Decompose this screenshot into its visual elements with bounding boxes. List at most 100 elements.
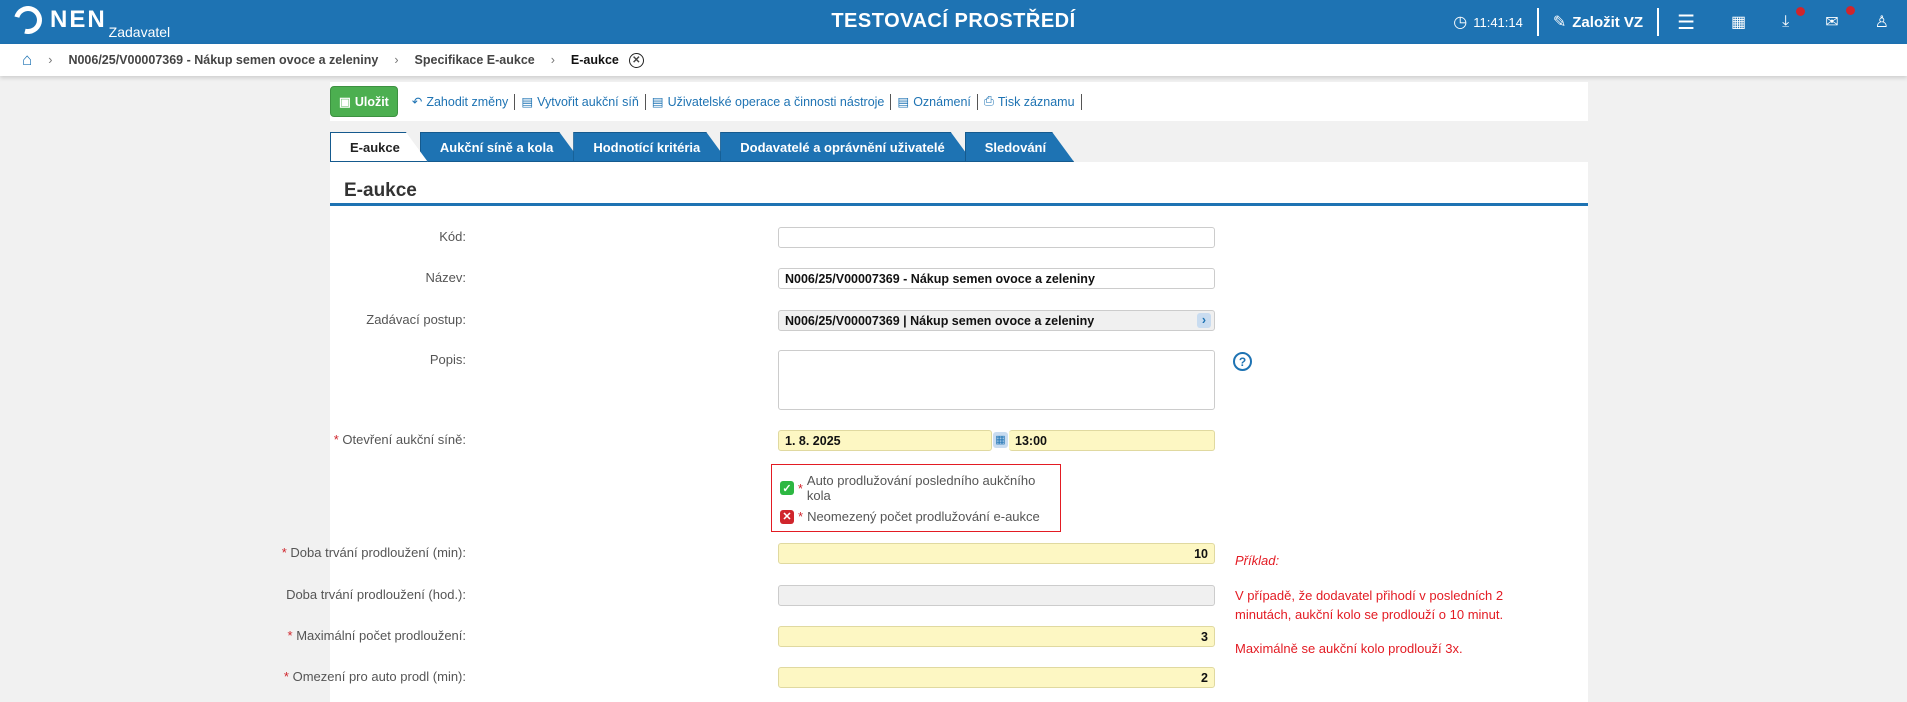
otevreni-label-text: Otevření aukční síně: <box>342 432 466 447</box>
notices-button[interactable]: ▤ Oznámení <box>891 93 978 110</box>
mail-button[interactable]: ✉ <box>1807 6 1856 32</box>
chevron-right-icon[interactable]: › <box>1197 313 1211 328</box>
discard-button[interactable]: ↶ Zahodit změny <box>406 93 516 110</box>
doba-hod-label: Doba trvání prodloužení (hod.): <box>286 587 466 602</box>
panel-title: E-aukce <box>330 162 1588 206</box>
home-icon[interactable]: ⌂ <box>22 50 33 69</box>
tab-dodavatele[interactable]: Dodavatelé a oprávnění uživatelé <box>720 132 972 162</box>
create-room-button[interactable]: ▤ Vytvořit aukční síň <box>515 93 646 110</box>
print-label: Tisk záznamu <box>997 94 1075 109</box>
nazev-label: Název: <box>425 270 466 285</box>
otevreni-time-input[interactable]: 13:00 <box>1009 430 1215 451</box>
breadcrumb: ⌂ › N006/25/V00007369 - Nákup semen ovoc… <box>0 44 1907 76</box>
example-line: Maximálně se aukční kolo prodlouží 3x. <box>1235 641 1463 656</box>
unlimited-extend-checkbox[interactable]: ✕ * Neomezený počet prodlužování e-aukce <box>780 509 1040 524</box>
omezeni-label: * Omezení pro auto prodl (min): <box>283 669 466 684</box>
notices-label: Oznámení <box>913 94 971 109</box>
postup-field[interactable]: N006/25/V00007369 | Nákup semen ovoce a … <box>778 310 1215 331</box>
example-line: V případě, že dodavatel přihodí v posled… <box>1235 588 1504 603</box>
user-ops-button[interactable]: ▤ Uživatelské operace a činnosti nástroje <box>646 93 892 110</box>
kod-label: Kód: <box>439 229 466 244</box>
edit-icon: ✎ <box>1552 14 1567 31</box>
doba-min-input[interactable]: 10 <box>778 543 1215 564</box>
chevron-right-icon: › <box>550 53 555 67</box>
mail-icon: ✉ <box>1825 14 1839 31</box>
unlimited-extend-label: Neomezený počet prodlužování e-aukce <box>807 509 1040 524</box>
tab-sledovani[interactable]: Sledování <box>965 132 1074 162</box>
print-button[interactable]: ⎙ Tisk záznamu <box>978 93 1082 110</box>
menu-button[interactable]: ☰ <box>1659 10 1713 35</box>
kod-input[interactable] <box>778 227 1215 248</box>
doba-hod-input <box>778 585 1215 606</box>
tab-e-aukce[interactable]: E-aukce <box>330 132 428 162</box>
max-label: * Maximální počet prodloužení: <box>287 628 466 643</box>
tab-bar: E-aukce Aukční síně a kola Hodnotící kri… <box>330 132 1066 162</box>
example-title: Příklad: <box>1235 553 1280 568</box>
tab-hodnotici-kriteria[interactable]: Hodnotící kritéria <box>573 132 728 162</box>
logo-text: NEN <box>50 6 107 33</box>
divider <box>1536 8 1539 36</box>
floppy-icon: ▣ <box>339 95 351 109</box>
auto-extend-label: Auto prodlužování posledního aukčního ko… <box>806 473 1036 503</box>
clipboard-icon: ▤ <box>897 95 910 109</box>
popis-textarea[interactable] <box>778 350 1215 410</box>
toolbar: ▣ Uložit ↶ Zahodit změny ▤ Vytvořit aukční … <box>330 82 1588 121</box>
highlight-box: ✓ * Auto prodlužování posledního aukčního … <box>771 464 1061 532</box>
otevreni-label: * Otevření aukční síně: <box>333 432 466 447</box>
user-ops-label: Uživatelské operace a činnosti nástroje <box>667 94 885 109</box>
clock-icon: ◷ <box>1453 14 1468 31</box>
breadcrumb-item[interactable]: N006/25/V00007369 - Nákup semen ovoce a … <box>68 53 379 67</box>
discard-label: Zahodit změny <box>426 94 509 109</box>
download-button[interactable]: ⤓ <box>1764 7 1807 31</box>
undo-icon: ↶ <box>411 95 423 109</box>
create-room-label: Vytvořit aukční síň <box>537 94 639 109</box>
clock-time: 11:41:14 <box>1473 14 1523 30</box>
example-line: minutách, aukční kolo se prodlouží o 10 … <box>1235 607 1504 622</box>
max-input[interactable]: 3 <box>778 626 1215 647</box>
clipboard-icon: ▤ <box>521 95 534 109</box>
check-icon: ✓ <box>780 481 794 495</box>
x-icon: ✕ <box>780 509 794 524</box>
postup-value: N006/25/V00007369 | Nákup semen ovoce a … <box>785 314 1095 328</box>
chevron-right-icon: › <box>394 53 399 67</box>
max-label-text: Maximální počet prodloužení: <box>296 628 466 643</box>
clipboard-icon: ▤ <box>651 95 664 109</box>
user-icon: ♙ <box>1874 14 1889 31</box>
main-panel: E-aukce Kód: Název: N006/25/V00007369 - … <box>282 162 1588 702</box>
example-title-text: Příklad <box>1235 553 1276 568</box>
omezeni-label-text: Omezení pro auto prodl (min): <box>292 669 466 684</box>
divider <box>1657 8 1660 36</box>
calendar-button[interactable]: ▦ <box>1713 12 1764 32</box>
clock: ◷ 11:41:14 <box>1439 12 1537 32</box>
logo-subtitle: Zadavatel <box>108 24 171 40</box>
save-button[interactable]: ▣ Uložit <box>330 86 398 117</box>
breadcrumb-current: E-aukce <box>570 53 619 67</box>
calendar-icon: ▦ <box>1731 14 1747 31</box>
nazev-input[interactable]: N006/25/V00007369 - Nákup semen ovoce a … <box>778 268 1215 289</box>
save-label: Uložit <box>354 94 389 109</box>
download-icon: ⤓ <box>1782 13 1790 30</box>
user-button[interactable]: ♙ <box>1857 12 1907 32</box>
doba-min-label: * Doba trvání prodloužení (min): <box>281 545 466 560</box>
nen-logo[interactable]: NEN Zadavatel <box>8 0 170 40</box>
doba-min-label-text: Doba trvání prodloužení (min): <box>290 545 466 560</box>
printer-icon: ⎙ <box>983 94 994 108</box>
top-header: NEN Zadavatel TESTOVACÍ PROSTŘEDÍ ◷ 11:41… <box>0 0 1907 44</box>
help-icon[interactable]: ? <box>1233 352 1252 371</box>
popis-label: Popis: <box>429 352 466 367</box>
close-icon[interactable]: ✕ <box>628 52 644 68</box>
create-vz-label: Založit VZ <box>1572 13 1644 31</box>
hamburger-icon: ☰ <box>1677 11 1696 34</box>
breadcrumb-item[interactable]: Specifikace E-aukce <box>414 53 535 67</box>
otevreni-date-input[interactable]: 1. 8. 2025 <box>778 430 992 451</box>
postup-label: Zadávací postup: <box>366 312 466 327</box>
create-vz-button[interactable]: ✎ Založit VZ <box>1539 12 1657 32</box>
notification-dot <box>1796 7 1806 16</box>
auto-extend-checkbox[interactable]: ✓ * Auto prodlužování posledního aukčního … <box>780 473 1060 503</box>
tab-aukcni-sine[interactable]: Aukční síně a kola <box>420 132 581 162</box>
omezeni-input[interactable]: 2 <box>778 667 1215 688</box>
calendar-icon[interactable]: ▦ <box>993 432 1008 448</box>
notification-dot <box>1845 6 1855 15</box>
environment-title: TESTOVACÍ PROSTŘEDÍ <box>831 10 1076 32</box>
chevron-right-icon: › <box>48 53 53 67</box>
